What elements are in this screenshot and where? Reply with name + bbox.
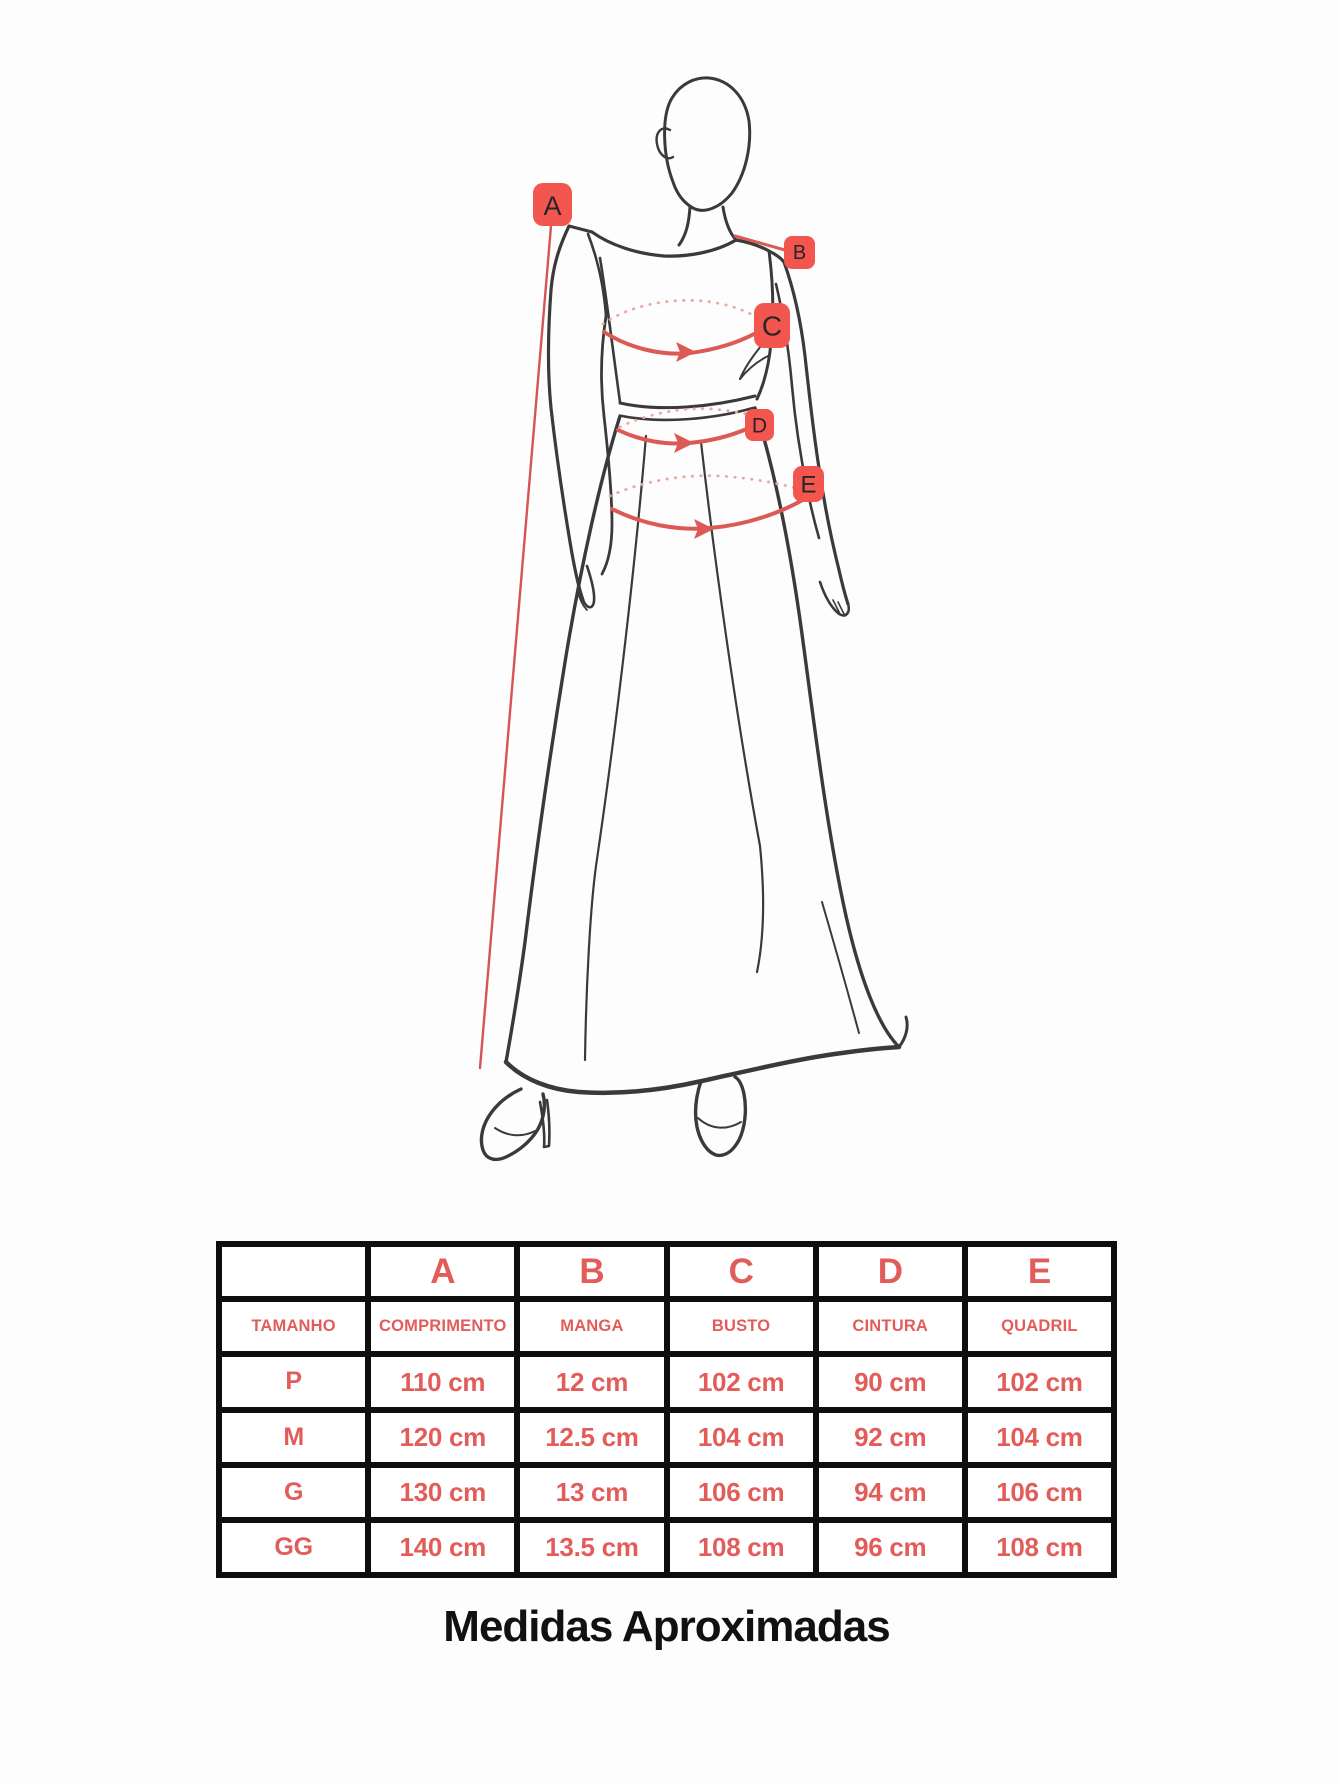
table-cell: 12 cm [520,1357,664,1407]
marker-badge-b: B [784,236,815,269]
col-letter-b: B [520,1247,664,1297]
hip-dotted-arc [608,474,801,498]
col-letter-d: D [818,1247,962,1297]
length-line-a [478,224,553,1070]
col-letter-c: C [669,1247,813,1297]
left-shoe [479,1087,551,1162]
table-cell: 120 cm [371,1412,515,1462]
table-cell: 90 cm [818,1357,962,1407]
bust-dotted-arc [601,299,753,326]
marker-letter-d: D [752,415,767,438]
head-outline [663,76,752,212]
hip-arrowhead [694,519,714,539]
table-cell: 106 cm [967,1467,1111,1517]
page-title: Medidas Aproximadas [443,1602,890,1651]
marker-letter-b: B [793,242,806,264]
waist-arrowhead [674,433,694,453]
table-cell: 102 cm [669,1357,813,1407]
ear [655,127,675,160]
table-cell: 108 cm [967,1522,1111,1572]
size-label: G [222,1467,366,1517]
col-name-comprimento: COMPRIMENTO [371,1302,515,1352]
marker-badge-e: E [793,466,824,502]
marker-badge-a: A [533,183,572,226]
size-label: M [222,1412,366,1462]
table-cell: 110 cm [371,1357,515,1407]
marker-letter-a: A [543,191,561,221]
col-name-tamanho: TAMANHO [222,1302,366,1352]
col-name-busto: BUSTO [669,1302,813,1352]
sleeve-line-b [733,234,794,254]
marker-letter-e: E [800,472,816,499]
table-cell: 94 cm [818,1467,962,1517]
waist-dotted-arc [618,407,749,429]
size-table: A B C D E TAMANHO COMPRIMENTO MANGA BUST… [216,1241,1117,1578]
col-letter-blank [222,1247,366,1297]
size-label: P [222,1357,366,1407]
measurement-lines [478,224,808,1070]
table-cell: 13.5 cm [520,1522,664,1572]
col-name-cintura: CINTURA [818,1302,962,1352]
marker-badges: A B C D E [533,183,824,502]
dress-sketch [479,76,909,1162]
bust-arrow-arc [602,330,756,356]
table-cell: 106 cm [669,1467,813,1517]
col-name-quadril: QUADRIL [967,1302,1111,1352]
table-cell: 12.5 cm [520,1412,664,1462]
marker-letter-c: C [762,311,782,342]
table-cell: 96 cm [818,1522,962,1572]
marker-badge-d: D [745,409,774,441]
table-cell: 102 cm [967,1357,1111,1407]
col-letter-a: A [371,1247,515,1297]
table-cell: 92 cm [818,1412,962,1462]
right-shoe [693,1075,748,1158]
col-letter-e: E [967,1247,1111,1297]
table-cell: 104 cm [669,1412,813,1462]
bust-arrowhead [676,342,696,362]
table-cell: 130 cm [371,1467,515,1517]
marker-badge-c: C [754,303,790,348]
col-name-manga: MANGA [520,1302,664,1352]
table-cell: 108 cm [669,1522,813,1572]
table-cell: 13 cm [520,1467,664,1517]
table-cell: 140 cm [371,1522,515,1572]
size-label: GG [222,1522,366,1572]
table-cell: 104 cm [967,1412,1111,1462]
